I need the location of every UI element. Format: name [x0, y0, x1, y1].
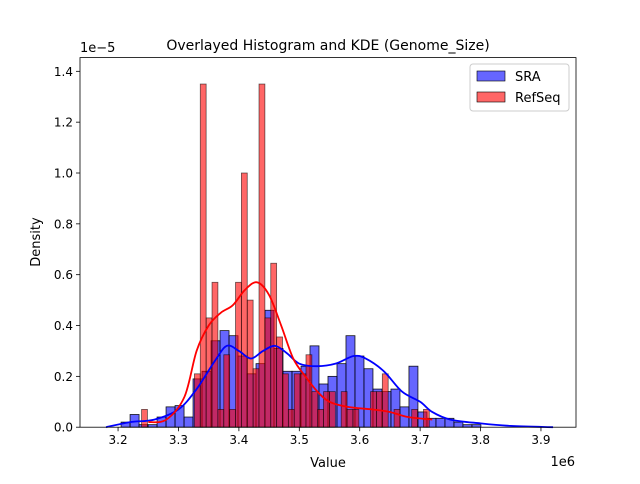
- x-tick-label: 3.2: [109, 433, 128, 447]
- legend-swatch-sra: [476, 70, 506, 82]
- histogram-bar-refseq: [317, 409, 325, 428]
- histogram-bar-refseq: [346, 409, 354, 428]
- y-tick-label: 1.2: [54, 116, 73, 130]
- y-offset-label: 1e−5: [80, 41, 115, 56]
- y-tick-label: 0.6: [54, 268, 73, 282]
- histogram-bar-sra: [435, 417, 446, 428]
- x-offset-label: 1e6: [550, 455, 575, 470]
- histogram-bar-refseq: [223, 354, 231, 428]
- histogram-bar-refseq: [311, 391, 319, 428]
- histogram-bar-refseq: [235, 281, 242, 428]
- kde-line-sra: [105, 344, 554, 429]
- histogram-bar-refseq: [194, 373, 201, 428]
- legend: SRA RefSeq: [469, 63, 570, 112]
- axes-frame: [79, 57, 577, 428]
- histogram-bar-refseq: [381, 373, 389, 428]
- histogram-bar-refseq: [393, 409, 401, 428]
- y-tick-label: 0.8: [54, 217, 73, 231]
- histogram-bar-refseq: [264, 317, 272, 428]
- y-tick-label: 1.4: [54, 65, 73, 79]
- kde-layer: [105, 281, 554, 429]
- histogram-bar-refseq: [329, 391, 336, 428]
- histogram-bar-refseq: [217, 409, 225, 428]
- histogram-bar-refseq: [276, 336, 283, 428]
- histogram-bar-sra: [453, 421, 464, 428]
- y-axis-label: Density: [29, 217, 44, 267]
- histogram-bar-refseq: [287, 409, 295, 428]
- legend-label-refseq: RefSeq: [515, 91, 561, 106]
- x-axis: 3.2 3.3 3.4 3.5 3.6 3.7 3.8 3.9: [109, 427, 551, 447]
- x-tick-label: 3.6: [350, 433, 369, 447]
- y-tick-label: 0.4: [54, 319, 73, 333]
- histogram-bar-refseq: [299, 373, 307, 428]
- histogram-bar-refseq: [258, 83, 266, 428]
- histogram-bar-refseq: [141, 409, 148, 428]
- legend-label-sra: SRA: [515, 70, 541, 85]
- chart-title: Overlayed Histogram and KDE (Genome_Size…: [166, 38, 489, 54]
- x-tick-label: 3.7: [411, 433, 430, 447]
- histogram-bar-refseq: [240, 172, 248, 428]
- kde-line-refseq: [148, 281, 433, 424]
- x-tick-label: 3.5: [290, 433, 309, 447]
- histogram-bar-refseq: [340, 391, 348, 428]
- x-axis-label: Value: [310, 456, 346, 471]
- x-tick-label: 3.3: [169, 433, 188, 447]
- histogram-bar-refseq: [252, 368, 260, 428]
- histogram-bar-refseq: [293, 373, 301, 428]
- histogram-bar-refseq: [323, 391, 330, 428]
- histogram-bar-refseq: [246, 299, 254, 428]
- x-tick-label: 3.4: [229, 433, 248, 447]
- x-tick-label: 3.9: [531, 433, 550, 447]
- y-tick-label: 0.0: [54, 421, 73, 435]
- histogram-bar-refseq: [211, 281, 219, 428]
- bars-layer: [120, 83, 482, 428]
- y-tick-label: 1.0: [54, 167, 73, 181]
- histogram-bar-refseq: [352, 409, 360, 428]
- x-tick-label: 3.8: [471, 433, 490, 447]
- y-tick-label: 0.2: [54, 370, 73, 384]
- histogram-bar-refseq: [229, 409, 236, 428]
- histogram-bar-refseq: [282, 373, 289, 428]
- y-axis: 0.0 0.2 0.4 0.6 0.8 1.0 1.2 1.4: [54, 65, 80, 435]
- legend-swatch-refseq: [476, 91, 506, 103]
- histogram-bar-sra: [183, 416, 194, 428]
